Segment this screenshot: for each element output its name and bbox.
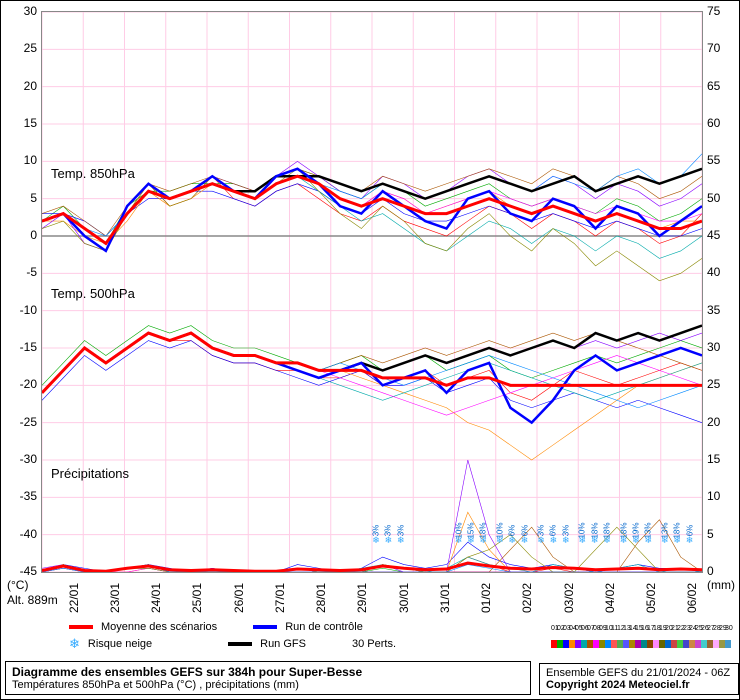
x-tick: 05/02 (644, 583, 658, 613)
chart-container: -45 -40 -35 -30 -25 -20 -15 -10 -5 0 5 10 15 20 25 30 0… (0, 0, 740, 700)
y-right-tick: 20 (707, 415, 720, 429)
y-left-tick: 15 (7, 116, 37, 130)
pert-colors (551, 640, 731, 648)
y-right-tick: 25 (707, 377, 720, 391)
y-right-tick: 60 (707, 116, 720, 130)
y-left-tick: -40 (7, 527, 37, 541)
x-tick: 26/01 (232, 583, 246, 613)
x-tick: 24/01 (149, 583, 163, 613)
x-tick: 01/02 (479, 583, 493, 613)
y-left-tick: -30 (7, 452, 37, 466)
y-right-tick: 10 (707, 489, 720, 503)
x-tick: 29/01 (355, 583, 369, 613)
y-left-tick: -15 (7, 340, 37, 354)
footer-subtitle: Températures 850hPa et 500hPa (°C) , pré… (12, 679, 524, 691)
y-right-tick: 30 (707, 340, 720, 354)
x-tick: 06/02 (685, 583, 699, 613)
y-left-tick: -5 (7, 265, 37, 279)
swatch-ctrl (253, 625, 277, 629)
footer-left: Diagramme des ensembles GEFS sur 384h po… (5, 661, 531, 695)
swatch-mean (69, 625, 93, 629)
footer-right-top: Ensemble GEFS du 21/01/2024 - 06Z (546, 667, 732, 679)
legend-perts: 30 Perts. (352, 638, 396, 650)
footer-copyright: Copyright 2024 Meteociel.fr (546, 679, 732, 691)
x-tick: 27/01 (273, 583, 287, 613)
y-left-tick: -45 (7, 564, 37, 578)
y-right-tick: 55 (707, 153, 720, 167)
pert-numbers: 0102030405060708091011121314151617181920… (551, 621, 731, 633)
y-right-tick: 45 (707, 228, 720, 242)
x-tick: 23/01 (108, 583, 122, 613)
legend: Moyenne des scénarios Run de contrôle 01… (11, 621, 731, 655)
y-right-tick: 50 (707, 191, 720, 205)
legend-mean: Moyenne des scénarios (101, 621, 217, 633)
footer-title: Diagramme des ensembles GEFS sur 384h po… (12, 665, 524, 679)
y-right-tick: 70 (707, 41, 720, 55)
altitude-label: Alt. 889m (7, 593, 58, 607)
y-left-tick: -25 (7, 415, 37, 429)
x-tick: 31/01 (438, 583, 452, 613)
y-left-tick: 30 (7, 4, 37, 18)
plot-area (41, 11, 703, 573)
y-left-tick: 10 (7, 153, 37, 167)
x-tick: 03/02 (562, 583, 576, 613)
x-tick: 22/01 (67, 583, 81, 613)
y-left-tick: 20 (7, 79, 37, 93)
y-left-tick: -10 (7, 303, 37, 317)
x-tick: 25/01 (190, 583, 204, 613)
y-right-tick: 75 (707, 4, 720, 18)
x-tick: 28/01 (314, 583, 328, 613)
swatch-gfs (228, 642, 252, 646)
legend-snow: Risque neige (88, 638, 152, 650)
snowflake-icon: ❄ (69, 636, 80, 652)
y-right-tick: 35 (707, 303, 720, 317)
legend-gfs: Run GFS (260, 638, 306, 650)
y-left-tick: -20 (7, 377, 37, 391)
y-left-tick: 5 (7, 191, 37, 205)
y-right-unit: (mm) (707, 578, 735, 592)
footer-right: Ensemble GEFS du 21/01/2024 - 06Z Copyri… (539, 663, 739, 695)
x-tick: 04/02 (603, 583, 617, 613)
chart-svg (42, 12, 702, 572)
x-tick: 30/01 (397, 583, 411, 613)
y-left-tick: -35 (7, 489, 37, 503)
y-left-tick: 25 (7, 41, 37, 55)
y-right-tick: 65 (707, 79, 720, 93)
y-right-tick: 40 (707, 265, 720, 279)
legend-ctrl: Run de contrôle (285, 621, 363, 633)
y-right-tick: 15 (707, 452, 720, 466)
y-left-tick: 0 (7, 228, 37, 242)
x-tick: 02/02 (520, 583, 534, 613)
y-left-unit: (°C) (7, 578, 28, 592)
y-right-tick: 5 (707, 527, 714, 541)
y-right-tick: 0 (707, 564, 714, 578)
